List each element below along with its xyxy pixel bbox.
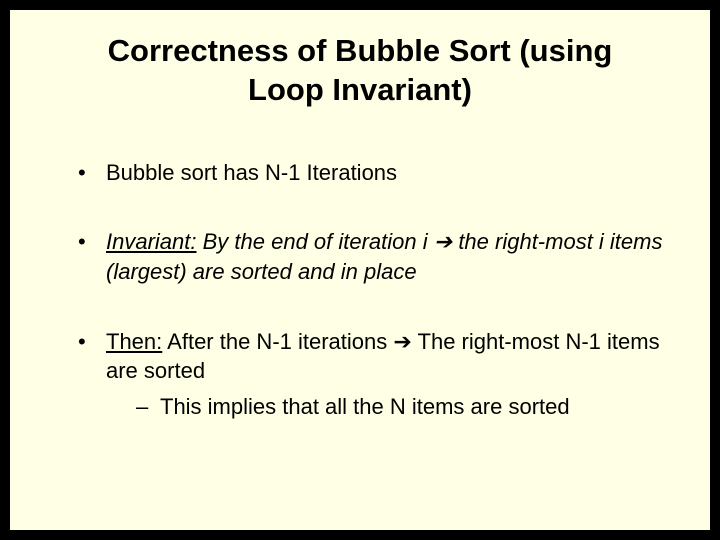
bullet-text-pre: By the end of iteration i	[197, 229, 434, 254]
sub-bullet-text: This implies that all the N items are so…	[160, 394, 570, 419]
slide-title: Correctness of Bubble Sort (using Loop I…	[50, 32, 670, 110]
bullet-label: Then:	[106, 329, 162, 354]
slide-frame: Correctness of Bubble Sort (using Loop I…	[0, 0, 720, 540]
bullet-text: Bubble sort has N-1 Iterations	[106, 160, 397, 185]
arrow-icon: ➔	[434, 229, 452, 254]
bullet-item: Then: After the N-1 iterations ➔ The rig…	[78, 327, 670, 422]
bullet-label: Invariant:	[106, 229, 197, 254]
slide-content: Correctness of Bubble Sort (using Loop I…	[10, 10, 710, 530]
sub-bullet-list: This implies that all the N items are so…	[106, 392, 670, 422]
arrow-icon: ➔	[393, 329, 411, 354]
bullet-text-pre: After the N-1 iterations	[162, 329, 393, 354]
bullet-list: Bubble sort has N-1 Iterations Invariant…	[50, 158, 670, 422]
sub-bullet-item: This implies that all the N items are so…	[136, 392, 670, 422]
bullet-item: Invariant: By the end of iteration i ➔ t…	[78, 227, 670, 286]
bullet-item: Bubble sort has N-1 Iterations	[78, 158, 670, 188]
